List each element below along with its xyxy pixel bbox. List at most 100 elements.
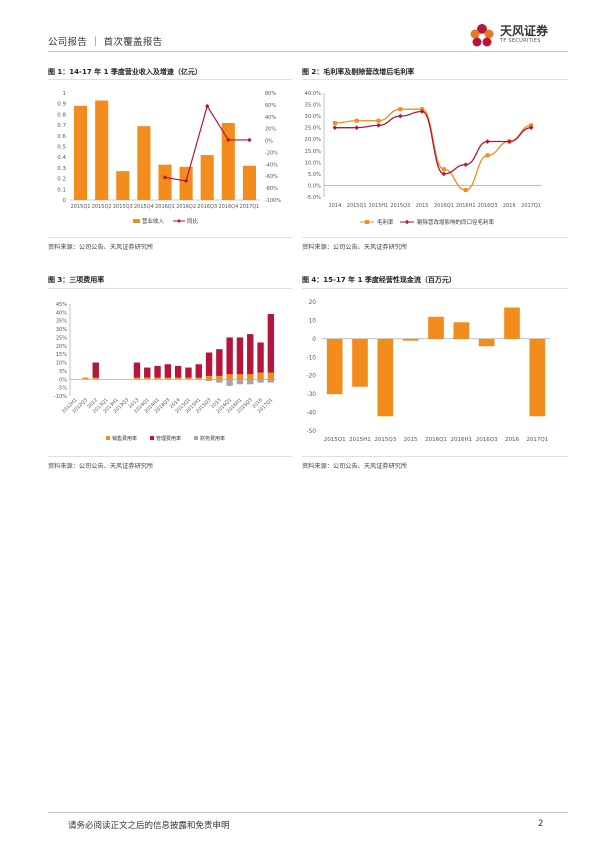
x-tick-label: 2015Q3 [113, 204, 133, 210]
data-point [485, 153, 490, 158]
data-point [376, 123, 381, 128]
data-point [441, 171, 447, 177]
data-point [507, 139, 512, 144]
bar-admin [216, 349, 223, 376]
y-tick-label: -50 [307, 429, 317, 435]
figure-2-source: 资料来源：公司公告、天风证券研究所 [302, 244, 408, 251]
bar-sales [195, 377, 202, 380]
bar-admin [164, 364, 172, 378]
data-point [183, 178, 189, 184]
legend-marker [177, 219, 181, 223]
y2-tick-label: -80% [265, 186, 278, 192]
y2-tick-label: 60% [265, 103, 276, 109]
bar [478, 338, 495, 347]
data-point [162, 175, 168, 180]
legend-label: 财务费用率 [200, 435, 225, 442]
bar-admin [226, 337, 233, 375]
bar-admin [267, 314, 275, 373]
y2-tick-label: 40% [265, 115, 276, 121]
y-tick-label: 15.0% [305, 149, 322, 155]
y-tick-label: 20 [309, 300, 317, 306]
company-logo: 天风证券 TF SECURITIES [466, 20, 566, 54]
x-tick-label: 2017Q1 [521, 203, 541, 209]
y-tick-label: 0 [312, 337, 316, 343]
header-divider [48, 51, 568, 52]
data-point [226, 137, 231, 143]
legend-label: 营业收入 [142, 217, 165, 225]
x-tick-label: 2016Q3 [478, 203, 498, 209]
data-point [247, 137, 252, 143]
data-point [398, 113, 403, 119]
y-tick-label: 0% [59, 377, 67, 383]
bar-admin [154, 365, 161, 378]
data-point [354, 118, 359, 123]
bar-finance [236, 379, 244, 385]
bar-finance [205, 379, 213, 381]
x-tick-label: 2015Q3 [374, 437, 396, 443]
y-tick-label: 0.3 [57, 166, 66, 172]
bar-admin [247, 334, 254, 375]
y2-tick-label: 80% [265, 91, 276, 97]
y-tick-label: 10% [56, 361, 67, 367]
x-tick-label: 2016Q4 [218, 204, 238, 210]
x-tick-label: 2015Q4 [134, 204, 154, 210]
data-point [441, 167, 446, 172]
y-tick-label: 30% [56, 327, 67, 333]
data-point [420, 107, 425, 112]
bar [95, 100, 109, 200]
bar [453, 322, 470, 339]
bar-finance [226, 379, 233, 386]
bar-sales [205, 375, 213, 380]
bar-sales [144, 377, 151, 380]
legend-marker [404, 219, 410, 225]
figure-2-rule [302, 79, 568, 80]
figure-3-rule [48, 288, 292, 289]
legend-label: 剔除营改增影响的同口径毛利率 [417, 218, 495, 226]
data-point [528, 125, 534, 130]
y-tick-label: -20 [307, 374, 317, 380]
figure-1-source: 资料来源：公司公告、天风证券研究所 [48, 244, 154, 251]
y2-tick-label: -100% [265, 198, 281, 204]
y2-tick-label: -40% [265, 162, 278, 168]
y-tick-label: 0.4 [57, 155, 66, 161]
x-tick-label: 2015Q1 [347, 203, 367, 209]
figure-4-source: 资料来源：公司公告、天风证券研究所 [302, 463, 408, 470]
flower-logo-icon [470, 24, 494, 47]
legend-label: 同比 [187, 217, 199, 225]
x-tick-label: 2017Q1 [526, 437, 548, 443]
y-tick-label: 5.0% [308, 172, 321, 178]
data-point [485, 139, 490, 144]
y-tick-label: -10 [307, 355, 317, 361]
y-tick-label: 0.1 [57, 187, 66, 193]
bar [352, 338, 368, 387]
bar-admin [185, 367, 192, 378]
legend-marker [365, 220, 369, 224]
y-tick-label: 0.5 [57, 145, 66, 151]
bar-admin [195, 364, 202, 378]
legend-label: 毛利率 [377, 218, 394, 226]
figure-1-title: 图 1：14-17 年 1 季度营业收入及增速（亿元） [48, 68, 202, 76]
legend-label: 管理费用率 [156, 435, 181, 442]
bar-admin [236, 337, 244, 375]
operating-cashflow-chart: 20 10 0 -10 -20 -30 -40 -50 2015Q1 2015H1 2015Q3 20… [307, 300, 550, 443]
bar-admin [92, 362, 99, 378]
bar-sales [236, 374, 244, 380]
x-tick-label: 2016Q1 [425, 437, 447, 443]
footer-divider [48, 812, 568, 813]
x-tick-label: 2015Q3 [390, 203, 410, 209]
y-tick-label: 10.0% [305, 160, 322, 166]
x-tick-label: 2016Q1 [155, 204, 175, 210]
y-tick-label: -30 [307, 392, 317, 398]
bar-sales [247, 374, 254, 380]
bar [116, 171, 130, 200]
y2-tick-label: 0% [265, 139, 273, 145]
gross-margin-chart: 40.0% 35.0% 30.0% 25.0% 20.0% 15.0% 10.0% 5.0% 0… [305, 91, 542, 226]
y-tick-label: 0.8 [57, 112, 66, 118]
y-tick-label: 0.0% [308, 183, 321, 189]
y-tick-label: 35% [56, 319, 67, 325]
report-header: 公司报告 ｜ 首次覆盖报告 [48, 37, 163, 48]
figure-2-title: 图 2：毛利率及剔除营改增后毛利率 [302, 68, 415, 76]
bar [529, 338, 546, 417]
bar [137, 126, 151, 200]
x-tick-label: 2016H1 [456, 203, 476, 209]
